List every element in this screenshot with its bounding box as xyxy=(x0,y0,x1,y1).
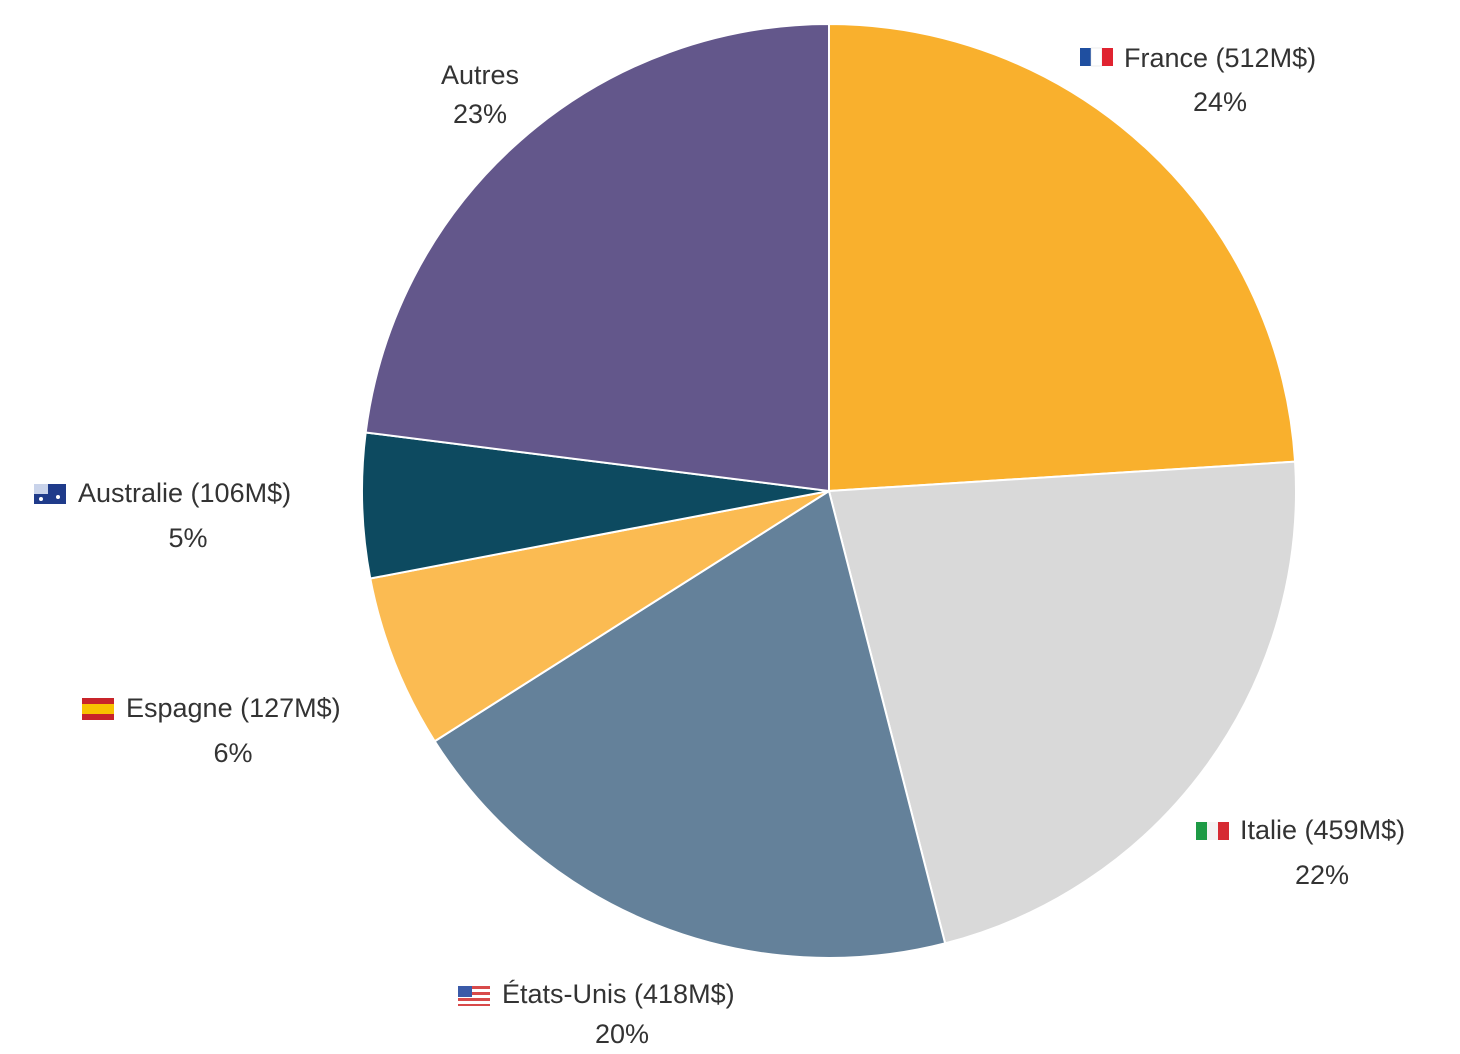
pie-slice xyxy=(827,460,1297,945)
slice-percent: 22% xyxy=(1295,860,1349,890)
slice-label: États-Unis (418M$) xyxy=(502,979,735,1009)
slice-percent: 24% xyxy=(1193,87,1247,117)
pie-slice xyxy=(828,22,1297,493)
slice-percent: 5% xyxy=(168,523,207,553)
slice-label: Italie (459M$) xyxy=(1240,815,1405,845)
pie-slice xyxy=(364,22,830,493)
flag-usa xyxy=(458,986,490,1006)
slice-label: Espagne (127M$) xyxy=(126,693,341,723)
pie-slice xyxy=(369,490,830,743)
pie xyxy=(361,22,1297,959)
flag-spain xyxy=(82,698,114,720)
slice-label: Autres xyxy=(441,60,519,90)
slice-percent: 6% xyxy=(213,738,252,768)
slice-percent: 23% xyxy=(453,99,507,129)
flag-france xyxy=(1080,47,1113,67)
slice-percent: 20% xyxy=(595,1019,649,1049)
pie-slice xyxy=(361,431,830,580)
flag-italy xyxy=(1196,822,1229,840)
pie-slice xyxy=(433,489,947,959)
slice-label: Australie (106M$) xyxy=(78,478,291,508)
flag-australia xyxy=(34,484,66,504)
slice-label: France (512M$) xyxy=(1124,43,1316,73)
